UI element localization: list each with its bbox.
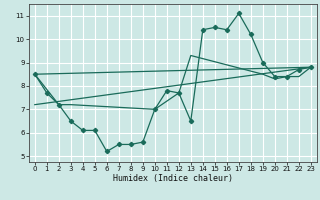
- X-axis label: Humidex (Indice chaleur): Humidex (Indice chaleur): [113, 174, 233, 183]
